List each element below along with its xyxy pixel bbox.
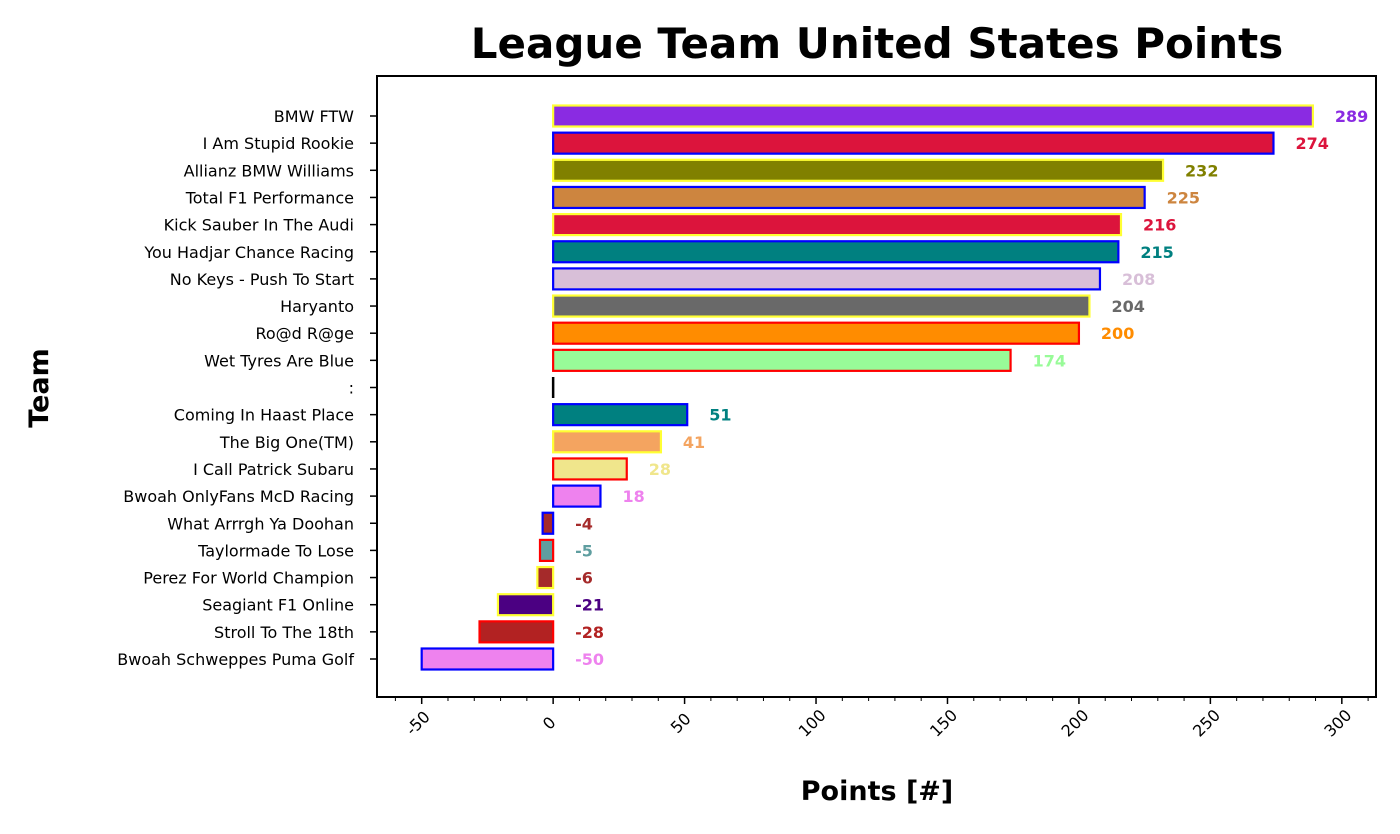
bar-value-label: 232: [1185, 161, 1218, 180]
x-tick-label: 150: [926, 706, 961, 741]
bar: [536, 565, 555, 590]
y-axis-label: Team: [24, 348, 55, 428]
bar-value-label: -50: [575, 650, 604, 669]
chart-title: League Team United States Points: [471, 19, 1283, 68]
bar: [552, 430, 663, 454]
bar: [552, 185, 1146, 210]
bar: [552, 104, 1315, 128]
bar-value-label: 51: [709, 406, 731, 425]
bar-value-label: 225: [1167, 188, 1200, 207]
bar-value-label: -5: [575, 541, 593, 560]
y-tick-label: :: [349, 379, 354, 398]
bar: [420, 647, 555, 671]
y-tick-label: Stroll To The 18th: [214, 623, 354, 642]
bar: [538, 538, 555, 563]
y-tick-label: You Hadjar Chance Racing: [143, 243, 354, 262]
bar-value-label: 215: [1140, 243, 1173, 262]
x-tick-label: 250: [1189, 706, 1224, 741]
bars-layer: [420, 104, 1315, 671]
y-tick-label: Wet Tyres Are Blue: [204, 351, 354, 370]
bar: [552, 403, 689, 427]
y-tick-label: Bwoah OnlyFans McD Racing: [123, 487, 354, 506]
x-tick-label: 200: [1058, 706, 1093, 741]
plot-area-frame: [376, 75, 1377, 698]
bar: [552, 348, 1012, 372]
bar-value-label: 289: [1335, 107, 1368, 126]
y-tick-label: No Keys - Push To Start: [170, 270, 354, 289]
bar-value-label: 274: [1295, 134, 1328, 153]
x-axis-label: Points [#]: [801, 776, 954, 807]
bar: [552, 267, 1102, 291]
y-axis-ticks: BMW FTW I Am Stupid Rookie Allianz BMW Wil…: [117, 107, 377, 669]
bar-value-label: -4: [575, 514, 593, 533]
bar: [552, 213, 1123, 237]
bar: [552, 158, 1165, 182]
y-tick-label: I Call Patrick Subaru: [193, 460, 354, 479]
bar: [478, 620, 555, 644]
bar: [552, 321, 1081, 345]
y-tick-label: Taylormade To Lose: [197, 541, 354, 560]
y-tick-label: Kick Sauber In The Audi: [164, 216, 354, 235]
bar: [552, 294, 1091, 318]
x-tick-label: 50: [667, 709, 695, 737]
bar: [496, 593, 555, 617]
bar-value-label: 18: [622, 487, 644, 506]
bar: [552, 457, 628, 481]
bar: [552, 240, 1120, 264]
bar-value-label: -28: [575, 623, 604, 642]
y-tick-label: What Arrrgh Ya Doohan: [167, 514, 354, 533]
x-axis-ticks: -50 0 50 100 150 200 250 300: [394, 697, 1369, 741]
bar-value-label: 204: [1111, 297, 1144, 316]
bar-value-label: 41: [683, 433, 705, 452]
y-tick-label: Haryanto: [280, 297, 354, 316]
bar-value-label: 174: [1033, 351, 1066, 370]
y-tick-label: Perez For World Champion: [143, 569, 354, 588]
x-tick-label: 300: [1320, 706, 1355, 741]
bar-value-label: 208: [1122, 270, 1155, 289]
y-tick-label: Ro@d R@ge: [255, 324, 354, 343]
bar: [552, 131, 1275, 155]
x-tick-label: 100: [795, 706, 830, 741]
bar-value-label: 200: [1101, 324, 1134, 343]
y-tick-label: Allianz BMW Williams: [184, 161, 354, 180]
bar-value-label: -6: [575, 569, 593, 588]
bar: [552, 484, 602, 508]
y-tick-label: I Am Stupid Rookie: [203, 134, 354, 153]
bar-value-label: 28: [649, 460, 671, 479]
y-tick-label: Total F1 Performance: [185, 188, 354, 207]
y-tick-label: Coming In Haast Place: [174, 406, 354, 425]
x-tick-label: 0: [539, 713, 560, 734]
bar-value-label: 216: [1143, 216, 1176, 235]
bar: [541, 511, 555, 535]
y-tick-label: The Big One(TM): [219, 433, 354, 452]
bar-value-label: -21: [575, 596, 604, 615]
x-tick-label: -50: [402, 707, 434, 739]
y-tick-label: Seagiant F1 Online: [202, 596, 354, 615]
y-tick-label: Bwoah Schweppes Puma Golf: [117, 650, 354, 669]
y-tick-label: BMW FTW: [274, 107, 354, 126]
